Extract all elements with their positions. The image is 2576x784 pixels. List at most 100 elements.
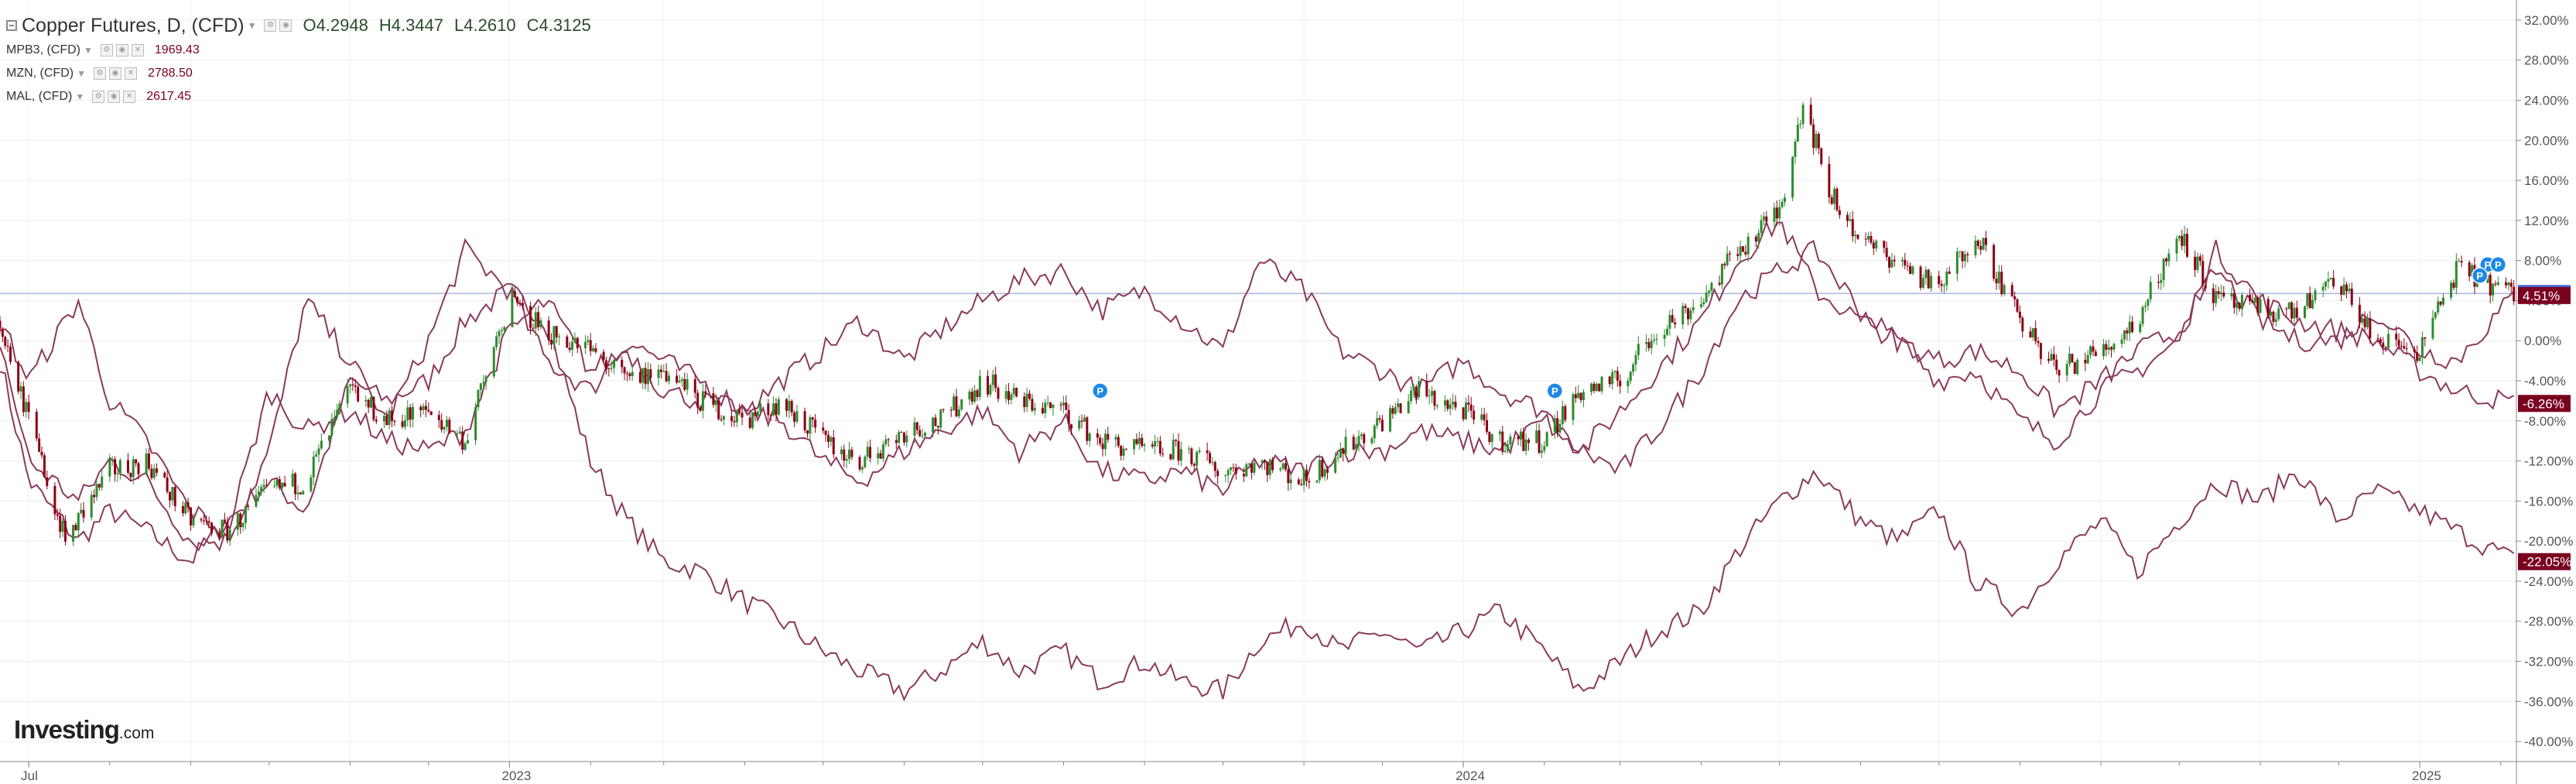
candle [1828,156,1831,204]
candle [1284,455,1287,472]
candle-body [2149,282,2152,300]
candle-body [2160,279,2163,283]
event-markers[interactable]: P PP PP [1091,256,2507,399]
candle [419,404,422,417]
candle-body [2110,347,2113,350]
candle [283,475,286,488]
settings-icon[interactable]: ⚙ [93,67,106,80]
candle [1485,413,1488,435]
candle-body [223,519,226,522]
event-marker[interactable]: P [1091,382,1109,399]
settings-icon[interactable]: ⚙ [264,19,277,32]
candle [35,409,38,442]
candle [1070,423,1073,436]
candle-body [1820,148,1823,164]
candle-body [59,515,62,532]
candle-body [1791,156,1794,198]
candle [934,414,937,426]
candle-body [247,505,250,507]
candle [296,484,299,500]
candle-body [1849,219,1852,221]
candle [2329,277,2332,280]
collapse-legend-icon[interactable] [6,20,17,31]
candle [479,382,482,397]
candle-body [338,403,341,410]
candle-body [1151,444,1154,447]
candle [1883,240,1886,254]
candle-body [1010,394,1013,400]
close-icon[interactable]: ✕ [123,91,136,103]
candle-body [77,512,80,531]
candle-body [1289,479,1292,484]
candle [1744,245,1747,257]
candle-body [1924,269,1928,279]
visibility-icon[interactable]: ◉ [279,19,292,32]
candle [422,402,425,415]
candle-body [583,341,587,348]
visibility-icon[interactable]: ◉ [115,44,128,56]
candle [1982,237,1985,251]
candle-body [1175,440,1178,441]
candle [790,399,793,417]
event-marker[interactable]: P [2489,256,2507,273]
overlay-symbol-label[interactable]: MPB3, (CFD) [6,43,80,56]
main-symbol-label[interactable]: Copper Futures, D, (CFD) [22,14,245,36]
candle-body [2295,307,2298,318]
candle [2112,342,2116,353]
candle-body [2177,235,2181,239]
x-tick-label: 2023 [502,769,532,783]
legend-main-row: Copper Futures, D, (CFD) ▼ ⚙ ◉ O4.2948 H4… [6,12,602,39]
candle [74,522,77,532]
candle [1963,250,1966,268]
candle [1059,402,1062,411]
overlay-symbol-label[interactable]: MZN, (CFD) [6,67,74,80]
candle [1665,324,1668,337]
chevron-down-icon[interactable]: ▼ [84,45,93,56]
visibility-icon[interactable]: ◉ [108,91,121,103]
event-marker[interactable]: P [2471,267,2489,284]
visibility-icon[interactable]: ◉ [108,67,121,80]
settings-icon[interactable]: ⚙ [100,44,113,56]
candle-body [273,485,276,487]
candle [1454,395,1457,411]
candle [594,343,597,354]
candle [1650,334,1653,354]
candle-body [955,396,958,416]
candle-body [257,491,260,495]
overlay-symbol-label[interactable]: MAL, (CFD) [6,90,73,103]
candle-body [1488,432,1491,443]
candle [1216,468,1220,484]
candle [101,469,104,491]
candle [1373,423,1376,443]
candle-body [53,485,56,515]
candle [336,403,339,420]
candle-body [1080,420,1083,422]
candle [1637,336,1640,361]
chevron-down-icon[interactable]: ▼ [75,91,85,102]
candle [192,513,195,528]
settings-icon[interactable]: ⚙ [92,91,105,103]
candle [848,442,851,464]
candle-body [1263,460,1266,463]
candle [1765,211,1768,225]
candle [756,410,759,416]
close-icon[interactable]: ✕ [131,44,144,56]
candle-body [1687,308,1690,320]
candle-body [2249,294,2252,301]
candle [511,284,514,328]
chevron-down-icon[interactable]: ▼ [77,68,86,79]
candle [1760,214,1763,240]
candle-body [1961,251,1964,262]
candle [1473,405,1476,425]
candle [1556,410,1559,438]
close-icon[interactable]: ✕ [124,67,137,80]
candle [1261,459,1264,470]
candle-body [1812,124,1815,149]
candle-body [832,437,835,454]
candle-body [1266,462,1269,475]
event-marker[interactable]: P [1546,382,1564,399]
candle-body [163,472,166,478]
chevron-down-icon[interactable]: ▼ [247,20,257,31]
candle [1399,402,1402,413]
